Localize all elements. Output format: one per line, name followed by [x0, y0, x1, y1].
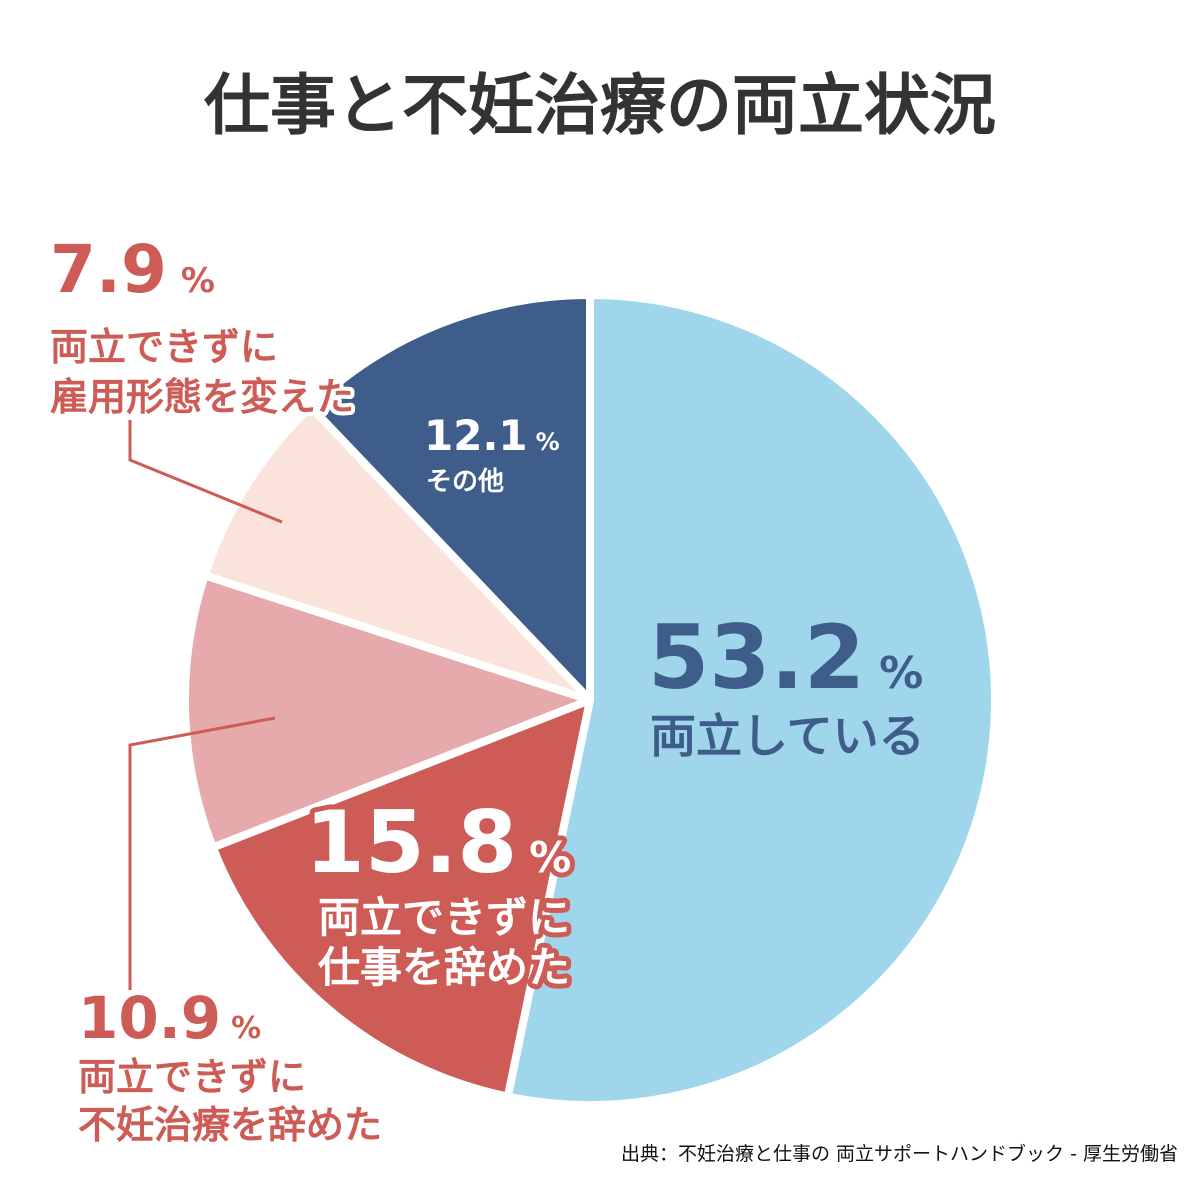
data-label-15-8: 15.8% [305, 793, 571, 893]
pie-slice-53-2 [503, 291, 999, 1109]
slice-label-7-9-line1: 両立できずに [50, 325, 278, 369]
slice-label-15-8-line1: 両立できずに [318, 893, 570, 942]
slice-label-10-9-line2: 不妊治療を辞めた [78, 1103, 382, 1147]
data-label-53-2: 53.2% [648, 606, 923, 709]
slice-label-10-9-line1: 両立できずに [78, 1055, 306, 1099]
chart-title: 仕事と不妊治療の両立状況 [204, 67, 996, 144]
slice-label-15-8-line2: 仕事を辞めた [318, 943, 570, 992]
slice-label-12-1: その他 [426, 467, 504, 497]
source-note: 出典：不妊治療と仕事の 両立サポートハンドブック - 厚生労働省 [621, 1142, 1178, 1165]
data-label-12-1: 12.1% [424, 411, 560, 460]
data-label-7-9: 7.9% [50, 231, 215, 308]
leader-line-10-9 [128, 716, 276, 990]
leader-line-7-9 [128, 420, 283, 524]
pie-slice-10-9 [181, 571, 594, 852]
pie-slice-7-9 [200, 402, 594, 704]
data-label-10-9: 10.9% [78, 984, 261, 1052]
pie-slice-12-1 [306, 291, 594, 704]
slice-label-53-2: 両立している [650, 709, 925, 763]
slice-label-7-9-line2: 雇用形態を変えた [50, 375, 354, 419]
pie-slice-15-8 [208, 696, 594, 1101]
